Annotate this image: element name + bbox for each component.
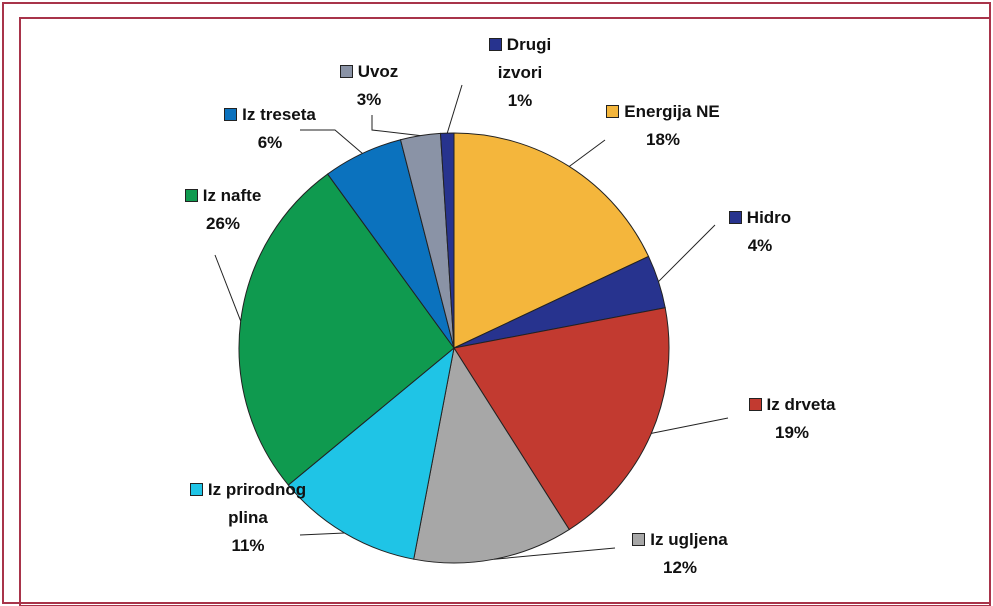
value-label: 19%	[774, 423, 810, 442]
value-label: 12%	[662, 558, 698, 577]
slice-label: Hidro 4%	[705, 204, 815, 260]
pie-slice	[287, 346, 455, 560]
frame-inner	[19, 17, 991, 606]
legend-swatch	[748, 398, 762, 411]
category-name: Iz drveta	[766, 395, 836, 414]
value-label: 11%	[231, 536, 265, 555]
leader-line	[300, 129, 363, 154]
category-name: Iz ugljena	[650, 530, 728, 549]
value-label: 4%	[747, 236, 773, 255]
legend-swatch	[488, 38, 502, 51]
category-name: Iz prirodnog plina	[207, 480, 307, 527]
legend-swatch	[606, 105, 620, 118]
category-name: Iz treseta	[242, 105, 316, 124]
category-name: Uvoz	[357, 62, 399, 81]
leader-line	[568, 139, 606, 167]
legend-swatch	[224, 108, 238, 121]
category-name: Energija NE	[624, 102, 720, 121]
value-label: 18%	[645, 130, 681, 149]
legend-swatch	[339, 65, 353, 78]
legend-swatch	[632, 533, 646, 546]
legend-swatch	[189, 483, 203, 496]
leader-line	[371, 115, 421, 137]
value-label: 1%	[507, 91, 533, 110]
slice-label: Uvoz 3%	[324, 58, 414, 114]
slice-label: Iz prirodnog plina 11%	[178, 476, 318, 560]
leader-line	[214, 254, 242, 322]
category-name: Drugi izvori	[497, 35, 552, 82]
category-name: Iz nafte	[202, 186, 262, 205]
slice-label: Iz nafte 26%	[158, 182, 288, 238]
category-name: Hidro	[746, 208, 792, 227]
pie-slice	[238, 173, 455, 486]
value-label: 3%	[356, 90, 382, 109]
legend-swatch	[184, 189, 198, 202]
leader-line	[299, 532, 345, 536]
leader-line	[658, 224, 716, 282]
leader-line	[446, 84, 463, 134]
slice-label: Drugi izvori 1%	[470, 31, 570, 115]
slice-label: Iz ugljena 12%	[610, 526, 750, 582]
slice-label: Iz drveta 19%	[722, 391, 862, 447]
slice-label: Energija NE 18%	[598, 98, 728, 154]
leader-line	[494, 547, 616, 560]
value-label: 26%	[205, 214, 241, 233]
slice-label: Iz treseta 6%	[200, 101, 340, 157]
legend-swatch	[728, 211, 742, 224]
leader-line	[651, 417, 729, 434]
value-label: 6%	[257, 133, 283, 152]
